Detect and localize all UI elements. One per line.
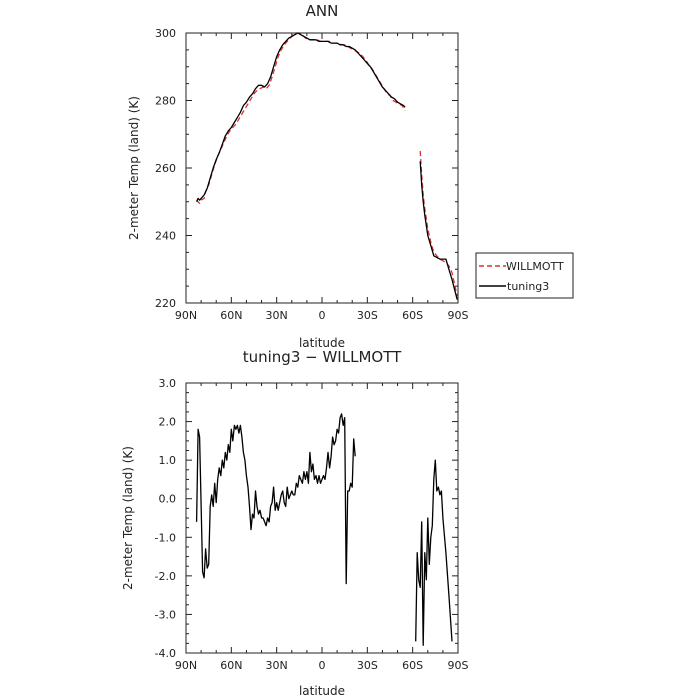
y-tick-label: 3.0 bbox=[159, 377, 177, 390]
legend-label-willmott: WILLMOTT bbox=[506, 260, 564, 273]
x-tick-label: 60S bbox=[402, 309, 423, 322]
y-tick-label: 2.0 bbox=[159, 416, 177, 429]
y-tick-label: 220 bbox=[155, 297, 176, 310]
y-tick-label: -1.0 bbox=[155, 531, 176, 544]
plot-frame bbox=[185, 32, 459, 304]
x-tick-label: 90S bbox=[448, 659, 469, 672]
chart-title: ANN bbox=[306, 2, 339, 20]
y-tick-label: 240 bbox=[155, 230, 176, 243]
panel-difference: tuning3 − WILLMOTT 90N 60N 30N 0 30S 60S 90S 3… bbox=[121, 348, 469, 698]
y-tick-label: 300 bbox=[155, 27, 176, 40]
series-line-tuning3 bbox=[419, 161, 458, 300]
y-tick-label: 280 bbox=[155, 95, 176, 108]
y-tick-label: -3.0 bbox=[155, 608, 176, 621]
y-axis-label: 2-meter Temp (land) (K) bbox=[121, 446, 135, 590]
x-tick-label: 0 bbox=[319, 659, 326, 672]
chart-title: tuning3 − WILLMOTT bbox=[243, 348, 402, 366]
x-tick-label: 30N bbox=[266, 659, 288, 672]
x-tick-label: 60N bbox=[220, 659, 242, 672]
y-tick-label: -4.0 bbox=[155, 647, 176, 660]
y-axis-label: 2-meter Temp (land) (K) bbox=[127, 96, 141, 240]
x-tick-label: 60N bbox=[220, 309, 242, 322]
y-tick-label: 0.0 bbox=[159, 493, 177, 506]
x-tick-label: 90S bbox=[448, 309, 469, 322]
x-tick-label: 30S bbox=[357, 309, 378, 322]
x-tick-label: 90N bbox=[175, 309, 197, 322]
axis-ticks bbox=[185, 32, 459, 304]
series-line-tuning3 bbox=[196, 32, 406, 203]
plot-frame bbox=[185, 382, 459, 654]
series-line-willmott bbox=[196, 32, 406, 205]
x-tick-label: 90N bbox=[175, 659, 197, 672]
legend-box bbox=[475, 252, 574, 299]
series-line-difference bbox=[415, 459, 453, 646]
x-tick-label: 60S bbox=[402, 659, 423, 672]
x-tick-label: 30S bbox=[357, 659, 378, 672]
y-tick-labels: 3.0 2.0 1.0 0.0 -1.0 -2.0 -3.0 -4.0 bbox=[155, 377, 176, 660]
y-tick-label: 1.0 bbox=[159, 454, 177, 467]
plot-lines bbox=[195, 413, 453, 646]
series-line-difference bbox=[195, 413, 356, 585]
series-line-willmott bbox=[419, 151, 458, 297]
x-tick-label: 30N bbox=[266, 309, 288, 322]
panel-temperature: ANN 90N 60N 30N 0 30S 60S 90S 220240260280300 … bbox=[127, 2, 574, 350]
plot-lines bbox=[196, 32, 458, 300]
legend-label-tuning3: tuning3 bbox=[507, 280, 549, 293]
x-tick-labels: 90N 60N 30N 0 30S 60S 90S bbox=[175, 309, 469, 322]
y-tick-labels: 220 240 260 280 300 bbox=[155, 27, 176, 310]
x-axis-label: latitude bbox=[299, 684, 345, 698]
axis-ticks bbox=[185, 382, 459, 654]
y-tick-label: 260 bbox=[155, 162, 176, 175]
x-tick-labels: 90N 60N 30N 0 30S 60S 90S bbox=[175, 659, 469, 672]
legend: WILLMOTT tuning3 bbox=[475, 252, 574, 299]
x-axis-label: latitude bbox=[299, 336, 345, 350]
y-tick-label: -2.0 bbox=[155, 570, 176, 583]
x-tick-label: 0 bbox=[319, 309, 326, 322]
